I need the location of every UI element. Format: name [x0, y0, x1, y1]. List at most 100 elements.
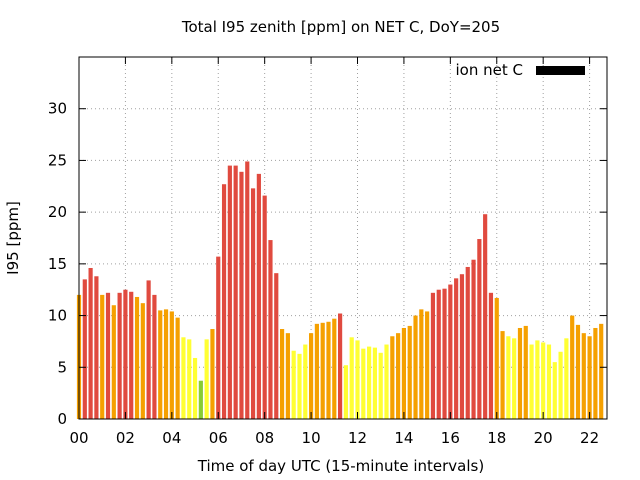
bar — [140, 303, 145, 419]
x-axis-label: Time of day UTC (15-minute intervals) — [197, 457, 484, 475]
bar — [175, 317, 180, 419]
y-tick-label: 20 — [48, 203, 67, 221]
x-tick-label: 18 — [487, 429, 506, 447]
bar — [384, 344, 389, 419]
legend-label: ion net C — [456, 61, 523, 79]
bar — [134, 296, 140, 419]
y-tick-label: 10 — [48, 307, 67, 325]
x-tick-label: 04 — [162, 429, 181, 447]
bar — [575, 324, 581, 419]
bar — [105, 292, 111, 419]
bar — [535, 340, 540, 419]
bar — [314, 323, 319, 419]
bar — [558, 351, 563, 419]
y-axis-label: I95 [ppm] — [4, 201, 22, 275]
bar — [117, 292, 122, 419]
bar — [216, 256, 221, 419]
bar — [297, 353, 302, 419]
bar — [442, 288, 447, 419]
chart-title: Total I95 zenith [ppm] on NET C, DoY=205 — [181, 18, 500, 36]
y-tick-label: 25 — [48, 151, 67, 169]
bar — [192, 357, 198, 419]
bar — [303, 344, 308, 419]
x-tick-label: 10 — [302, 429, 321, 447]
x-tick-label: 20 — [534, 429, 553, 447]
legend: ion net C — [456, 61, 585, 79]
bar — [361, 348, 366, 419]
bar — [523, 325, 528, 419]
bar — [227, 165, 232, 419]
bar — [158, 310, 163, 419]
bar — [245, 161, 250, 419]
bar — [465, 266, 470, 419]
bar — [425, 311, 430, 419]
ticks-layer: 0 5 10 15 20 25 30 00 02 04 06 08 10 12 14 16 18 20 22 — [48, 57, 607, 447]
bar — [477, 239, 482, 419]
x-tick-label: 08 — [255, 429, 274, 447]
y-tick-label: 15 — [48, 255, 67, 273]
bar — [372, 347, 378, 419]
bar — [308, 333, 314, 419]
bar — [123, 289, 128, 419]
bar — [587, 336, 592, 419]
legend-swatch — [536, 66, 585, 75]
bar — [163, 309, 169, 419]
bar — [268, 240, 273, 419]
bar — [396, 333, 401, 419]
bar — [221, 184, 227, 419]
bar — [111, 305, 116, 419]
bar — [430, 292, 436, 419]
bar — [581, 333, 586, 419]
bar — [546, 344, 552, 419]
bar — [181, 337, 186, 419]
bar — [94, 276, 99, 419]
bar — [494, 297, 499, 419]
bar — [256, 173, 261, 419]
bar — [100, 294, 105, 419]
bar — [471, 259, 476, 419]
x-tick-label: 22 — [580, 429, 599, 447]
bar — [343, 365, 348, 419]
x-tick-label: 16 — [441, 429, 460, 447]
bar — [483, 214, 488, 419]
x-tick-label: 06 — [209, 429, 228, 447]
grid-layer — [79, 57, 607, 419]
bar — [529, 344, 534, 419]
bar — [454, 278, 459, 419]
bar — [279, 329, 285, 419]
bar — [332, 318, 337, 419]
bar — [152, 294, 157, 419]
bar — [146, 280, 151, 419]
bar — [349, 337, 354, 419]
bar — [82, 279, 87, 419]
bar — [338, 313, 343, 419]
bar — [512, 338, 517, 419]
bar — [210, 329, 215, 419]
bar — [367, 346, 372, 419]
bar — [198, 380, 203, 419]
bar — [564, 338, 569, 419]
bar — [570, 315, 575, 419]
bar — [204, 339, 209, 419]
x-tick-label: 12 — [348, 429, 367, 447]
bar — [552, 362, 557, 419]
bar — [88, 267, 93, 419]
bar — [413, 315, 418, 419]
bar — [355, 340, 360, 419]
bar — [593, 327, 598, 419]
bar — [517, 327, 523, 419]
bar — [506, 336, 511, 419]
x-tick-label: 02 — [116, 429, 135, 447]
bar — [488, 292, 494, 419]
y-tick-label: 5 — [57, 358, 67, 376]
bar — [274, 273, 279, 419]
bar — [419, 309, 424, 419]
bar — [436, 289, 441, 419]
bar — [407, 325, 412, 419]
x-tick-label: 00 — [69, 429, 88, 447]
y-tick-label: 30 — [48, 100, 67, 118]
bar — [233, 165, 238, 419]
bar — [187, 339, 192, 419]
bar — [320, 322, 325, 419]
